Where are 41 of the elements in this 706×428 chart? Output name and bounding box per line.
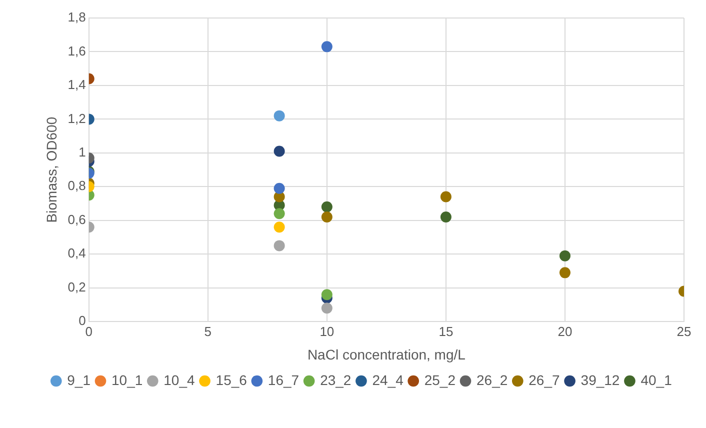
y-tick-label: 0,4 [68, 246, 86, 261]
x-tick-label: 15 [438, 324, 454, 339]
legend-label: 24_4 [372, 372, 404, 388]
legend-label: 15_6 [216, 372, 248, 388]
x-tick-label: 5 [204, 324, 212, 339]
y-tick-label: 1,2 [68, 110, 86, 126]
x-tick-label: 10 [320, 324, 334, 339]
y-tick-label: 1,8 [68, 10, 86, 25]
point [321, 302, 332, 314]
point [321, 201, 332, 212]
point [274, 208, 285, 220]
legend-label: 40_1 [640, 372, 672, 388]
point [440, 191, 452, 202]
y-tick-label: 0 [78, 313, 86, 328]
y-axis-title: Biomass, OD600 [43, 116, 60, 223]
x-tick-label: 25 [676, 324, 692, 339]
y-tick-label: 0,6 [68, 212, 86, 227]
point [321, 289, 332, 300]
legend-label: 23_2 [320, 372, 352, 388]
y-tick-label: 1 [78, 144, 86, 160]
legend-label: 26_2 [476, 372, 508, 388]
point [440, 212, 452, 223]
x-tick-label: 20 [558, 324, 572, 339]
y-tick-label: 0,2 [68, 279, 86, 294]
legend-label: 26_7 [528, 372, 560, 388]
legend-label: 39_12 [580, 372, 620, 388]
point [321, 41, 332, 52]
x-axis-title: NaCl concentration, mg/L [307, 346, 466, 362]
y-tick-label: 1,6 [68, 43, 86, 58]
point [274, 146, 285, 157]
y-tick-label: 0,8 [68, 178, 86, 194]
point [274, 182, 285, 194]
y-tick-label: 1,4 [68, 77, 86, 92]
point [274, 240, 285, 252]
point [274, 110, 285, 122]
legend-label: 25_2 [424, 372, 456, 388]
legend-label: 9_1 [67, 372, 91, 388]
point [321, 212, 332, 223]
legend-label: 10_4 [164, 372, 195, 388]
legend-label: 16_7 [268, 372, 300, 388]
legend-label: 10_1 [111, 372, 143, 388]
